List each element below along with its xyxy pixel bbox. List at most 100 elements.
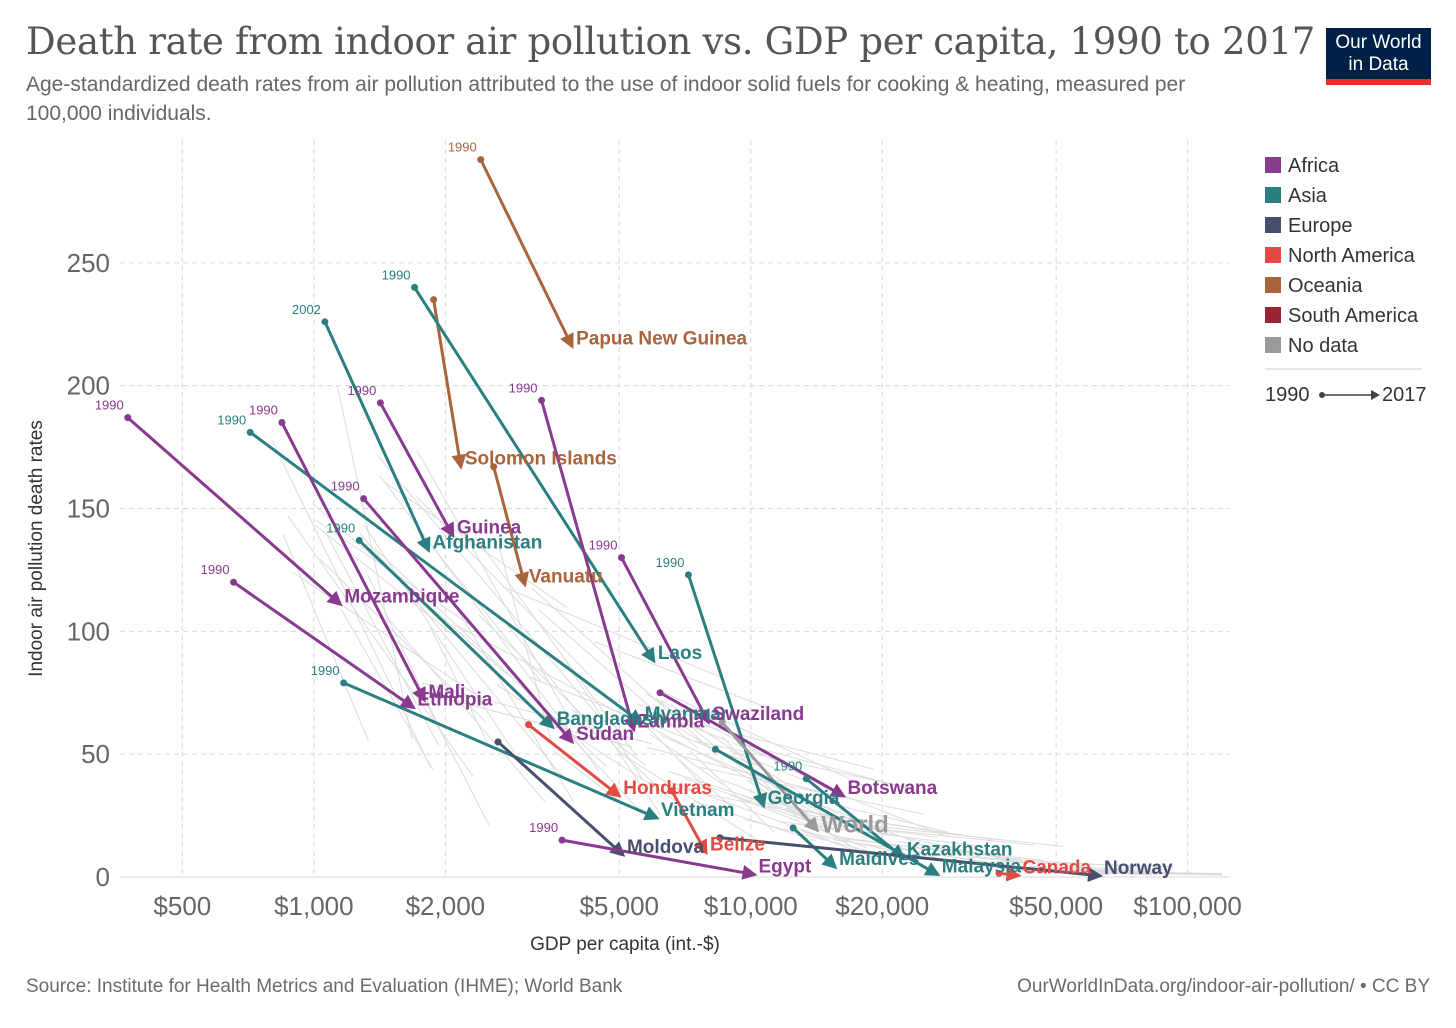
series-arrow bbox=[323, 321, 431, 553]
background-country-line bbox=[693, 800, 817, 842]
legend-time-end: 2017 bbox=[1382, 384, 1427, 406]
chart-subtitle: Age-standardized death rates from air po… bbox=[26, 73, 1186, 125]
y-tick-label: 100 bbox=[67, 616, 110, 646]
series-arrow bbox=[358, 539, 555, 730]
series-arrow bbox=[249, 431, 644, 725]
legend-label: Europe bbox=[1288, 215, 1353, 237]
background-country-line bbox=[387, 617, 546, 803]
start-year-label: 1990 bbox=[249, 403, 278, 418]
background-country-line bbox=[722, 736, 800, 820]
source-note: Source: Institute for Health Metrics and… bbox=[26, 976, 623, 997]
series-start-point bbox=[490, 463, 498, 471]
background-country-line bbox=[646, 746, 820, 793]
background-country-line bbox=[531, 587, 716, 754]
series-start-point bbox=[124, 414, 132, 422]
background-country-line bbox=[649, 728, 706, 789]
series-arrow bbox=[232, 580, 416, 710]
background-country-line bbox=[385, 482, 568, 609]
legend-time-arrowhead bbox=[1371, 390, 1380, 400]
series-label: Myanmar bbox=[645, 704, 729, 725]
background-country-line bbox=[336, 385, 413, 740]
x-tick-label: $500 bbox=[153, 891, 211, 921]
background-country-line bbox=[736, 742, 926, 794]
series-labels: 1990 Papua New Guinea Solomon Islands Vanua… bbox=[95, 140, 1173, 879]
series-arrow bbox=[432, 299, 467, 470]
background-country-line bbox=[537, 609, 698, 749]
legend-swatch bbox=[1265, 187, 1281, 203]
series-start-point bbox=[340, 679, 348, 687]
background-country-line bbox=[937, 847, 1044, 861]
legend-swatch bbox=[1265, 157, 1281, 173]
start-year-label: 1990 bbox=[509, 380, 538, 395]
owid-logo[interactable]: Our World in Data bbox=[1326, 28, 1431, 85]
chart-title: Death rate from indoor air pollution vs.… bbox=[26, 20, 1315, 63]
series-arrow bbox=[362, 497, 575, 745]
logo-bar bbox=[1326, 79, 1431, 85]
source-url[interactable]: OurWorldInData.org/indoor-air-pollution/… bbox=[1017, 976, 1430, 997]
series-start-point bbox=[494, 738, 502, 746]
series-label: Papua New Guinea bbox=[576, 328, 747, 349]
background-country-line bbox=[428, 541, 542, 682]
series-label: Botswana bbox=[847, 778, 937, 799]
background-country-line bbox=[367, 574, 449, 746]
series-start-point bbox=[995, 869, 1003, 877]
series-label: Laos bbox=[658, 643, 702, 664]
background-country-line bbox=[416, 450, 574, 726]
legend-label: Africa bbox=[1288, 155, 1340, 177]
series-start-point bbox=[360, 495, 368, 503]
series-start-point bbox=[684, 571, 692, 579]
series-label: Georgia bbox=[768, 788, 840, 809]
series-start-point bbox=[656, 689, 664, 697]
x-axis-label: GDP per capita (int.-$) bbox=[530, 934, 720, 955]
legend-swatch bbox=[1265, 277, 1281, 293]
background-country-line bbox=[786, 807, 993, 841]
background-country-line bbox=[610, 739, 662, 816]
series-label: Maldives bbox=[839, 849, 919, 870]
series-start-point bbox=[230, 578, 238, 586]
background-country-line bbox=[441, 584, 574, 802]
series-arrow bbox=[540, 400, 638, 733]
series-start-point bbox=[411, 283, 419, 291]
series-arrow bbox=[561, 838, 758, 880]
start-year-label: 1990 bbox=[95, 398, 124, 413]
start-year-label: 2002 bbox=[292, 302, 321, 317]
x-tick-label: $10,000 bbox=[704, 891, 798, 921]
start-year-label: 1990 bbox=[529, 820, 558, 835]
series-start-point bbox=[525, 721, 533, 729]
legend-label: Asia bbox=[1288, 185, 1328, 207]
start-year-label: 1990 bbox=[326, 520, 355, 535]
series-arrow bbox=[343, 681, 660, 821]
series-label: Solomon Islands bbox=[465, 449, 617, 470]
background-country-line bbox=[478, 614, 657, 787]
series-label: Zambia bbox=[638, 712, 705, 733]
series-arrow bbox=[280, 421, 426, 703]
start-year-label: 1990 bbox=[589, 538, 618, 553]
series-arrow bbox=[686, 574, 768, 809]
background-country-line bbox=[616, 750, 764, 845]
start-year-label: 1990 bbox=[217, 412, 246, 427]
start-year-label: 1990 bbox=[382, 267, 411, 282]
series-label: Kazakhstan bbox=[907, 839, 1013, 860]
series-label: Canada bbox=[1022, 858, 1091, 879]
background-country-line bbox=[729, 794, 868, 849]
series-arrow bbox=[714, 747, 941, 877]
background-country-line bbox=[828, 823, 1034, 846]
series-arrow bbox=[670, 790, 708, 856]
background-country-line bbox=[645, 693, 804, 796]
background-country-line bbox=[571, 708, 646, 766]
legend-label: South America bbox=[1288, 305, 1419, 327]
background-country-line bbox=[696, 740, 907, 788]
series-arrow bbox=[479, 158, 574, 350]
x-tick-label: $100,000 bbox=[1133, 891, 1241, 921]
logo-line-1: Our World bbox=[1335, 32, 1422, 53]
series-start-point bbox=[668, 787, 676, 795]
series-arrow bbox=[497, 740, 626, 857]
legend-label: No data bbox=[1288, 335, 1359, 357]
background-country-lines bbox=[271, 385, 1223, 876]
series-arrow bbox=[527, 723, 622, 798]
series-label: Guinea bbox=[457, 518, 522, 539]
series-label: Honduras bbox=[623, 778, 712, 799]
background-country-line bbox=[1096, 870, 1223, 876]
series-label: Malaysia bbox=[942, 857, 1022, 878]
